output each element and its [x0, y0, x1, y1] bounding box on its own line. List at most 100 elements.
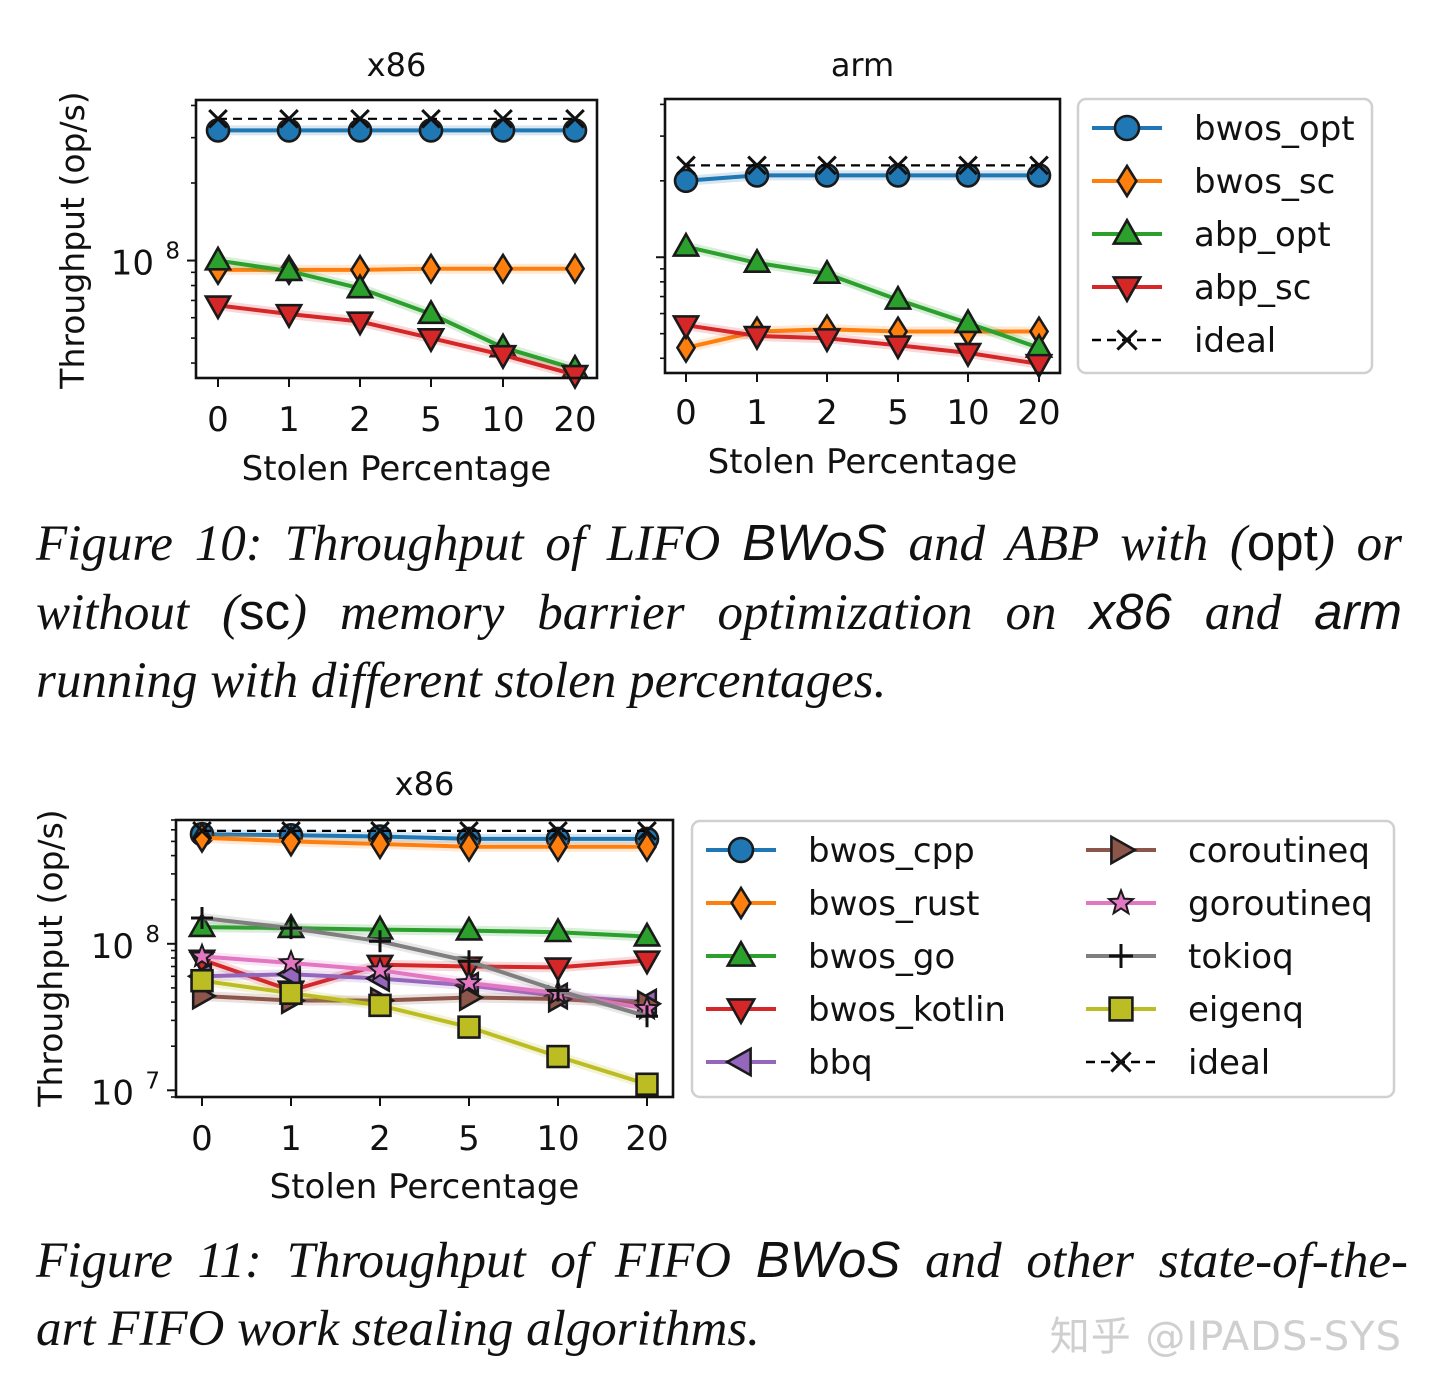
x-axis-label: Stolen Percentage — [708, 442, 1018, 482]
data-point — [274, 255, 304, 282]
legend-marker — [1108, 996, 1134, 1022]
chart-title: x86 — [395, 765, 455, 803]
legend-marker — [1116, 329, 1138, 351]
data-point — [279, 981, 303, 1005]
data-point — [203, 245, 233, 271]
legend-item-bwos_rust: bwos_rust — [706, 884, 979, 924]
legend-label: bwos_cpp — [808, 831, 975, 871]
data-point — [953, 307, 983, 334]
figure-11-caption: Figure 11: Throughput of FIFO BWoS and o… — [36, 1226, 1408, 1363]
data-point — [636, 1005, 658, 1028]
x-tick-label: 2 — [349, 400, 371, 440]
legend-item-eigenq: eigenq — [1086, 990, 1304, 1030]
data-point — [814, 163, 840, 188]
data-point — [744, 163, 770, 188]
x-tick-label: 0 — [207, 400, 229, 440]
x-tick-label: 20 — [553, 400, 596, 440]
legend-frame — [690, 819, 1396, 1099]
legend-marker — [725, 939, 757, 967]
data-point — [203, 295, 233, 321]
data-point — [191, 907, 213, 930]
legend-item-bwos_sc: bwos_sc — [1092, 162, 1335, 202]
x-tick-label: 5 — [420, 400, 442, 440]
data-point — [883, 335, 913, 361]
legend-item-tokioq: tokioq — [1086, 937, 1294, 977]
confidence-band — [217, 300, 577, 380]
data-point — [747, 155, 767, 176]
data-point — [885, 163, 911, 188]
data-point — [345, 273, 375, 299]
caption-opt: opt — [1246, 514, 1318, 571]
data-point — [742, 325, 772, 352]
series-ideal — [208, 108, 585, 129]
legend-item-bwos_opt: bwos_opt — [1092, 109, 1355, 149]
x-tick-label: 1 — [746, 393, 768, 433]
legend-marker — [1109, 944, 1133, 968]
x-tick-label: 5 — [887, 393, 909, 433]
data-point — [635, 1072, 659, 1096]
data-point — [350, 108, 370, 129]
x-tick-label: 20 — [625, 1119, 668, 1159]
x-tick-label: 2 — [816, 393, 838, 433]
data-point — [547, 830, 569, 863]
caption-text: Figure 10: Throughput of LIFO — [36, 516, 743, 572]
data-point — [190, 968, 214, 993]
caption-bwos: BWoS — [742, 514, 887, 571]
series-ideal — [676, 155, 1049, 176]
x-tick-label: 2 — [369, 1119, 391, 1159]
legend-label: eigenq — [1188, 990, 1304, 1030]
data-point — [562, 118, 588, 143]
plot-frame — [663, 97, 1062, 375]
caption-x86: x86 — [1089, 583, 1172, 640]
data-point — [421, 108, 441, 129]
data-point — [366, 955, 394, 982]
data-point — [812, 258, 842, 284]
caption-text: ) memory barrier optimization on — [289, 585, 1090, 641]
legend-item-bwos_go: bwos_go — [706, 937, 955, 977]
data-point — [671, 231, 701, 257]
chart-panel-1: 10 8 0 1 2 5 10 20 x86 Stolen Percentage Throughpu… — [53, 46, 599, 489]
data-point — [280, 917, 302, 940]
data-point — [817, 155, 837, 176]
series-line — [217, 258, 576, 371]
legend-label: tokioq — [1188, 937, 1294, 977]
series-line — [685, 323, 1040, 366]
caption-line-1: Figure 11: Throughput of FIFO BWoS and o… — [36, 1226, 1408, 1295]
data-point — [632, 921, 662, 947]
legend-item-bbq: bbq — [706, 1043, 873, 1083]
legend-label: goroutineq — [1188, 884, 1373, 924]
caption-bwos: BWoS — [755, 1231, 901, 1288]
data-point — [454, 915, 484, 941]
legend-marker — [1110, 834, 1138, 866]
legend-item-abp_opt: abp_opt — [1092, 215, 1331, 255]
data-point — [673, 168, 699, 194]
caption-text: and other state-of-the- — [900, 1233, 1409, 1289]
series-eigenq — [190, 968, 659, 1096]
data-point — [416, 327, 446, 354]
x-tick-label: 5 — [458, 1119, 480, 1159]
data-point — [547, 979, 569, 1002]
legend-item-ideal: ideal — [1086, 1043, 1270, 1083]
data-point — [277, 948, 305, 975]
legend-item-coroutineq: coroutineq — [1086, 831, 1370, 871]
data-point — [492, 252, 514, 285]
series-bwos_go — [187, 911, 662, 947]
data-point — [458, 950, 480, 973]
legend-marker — [1111, 217, 1143, 245]
data-point — [276, 118, 302, 143]
data-point — [208, 108, 228, 129]
caption-line-1: Figure 10: Throughput of LIFO BWoS and A… — [36, 509, 1402, 578]
chart-title: arm — [831, 46, 894, 84]
data-point — [543, 957, 573, 983]
data-point — [488, 344, 518, 371]
data-point — [543, 916, 573, 943]
y-tick-label: 10 — [111, 244, 154, 284]
data-point — [369, 930, 391, 953]
legend-label: coroutineq — [1188, 831, 1370, 871]
data-point — [632, 950, 662, 976]
data-point — [548, 821, 568, 841]
caption-text: and — [1171, 585, 1315, 641]
data-point — [1024, 353, 1054, 380]
